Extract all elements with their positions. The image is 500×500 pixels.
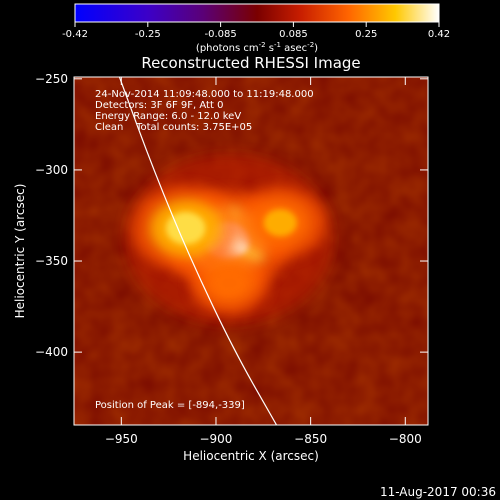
x-tick-label: −900	[199, 432, 232, 446]
render-timestamp: 11-Aug-2017 00:36	[380, 485, 496, 499]
solar-limb-curve	[118, 77, 278, 425]
info-counts: Clean Total counts: 3.75E+05	[95, 122, 252, 133]
y-tick-label: −350	[35, 254, 68, 268]
info-detectors: Detectors: 3F 6F 9F, Att 0	[95, 100, 223, 111]
emission-sources	[125, 153, 334, 325]
colorbar: -0.42 -0.25 -0.085 0.085 0.25 0.42 (photons c…	[62, 3, 450, 54]
colorbar-unit-label: (photons cm-2 s-1 asec-2)	[196, 41, 318, 54]
colorbar-gradient	[74, 3, 440, 23]
x-tick-label: −800	[389, 432, 422, 446]
x-tick-label: −950	[105, 432, 138, 446]
emission-source-core	[263, 209, 298, 237]
x-tick-label: −850	[294, 432, 327, 446]
y-tick-label: −300	[35, 163, 68, 177]
observation-info: 24-Nov-2014 11:09:48.000 to 11:19:48.000…	[95, 89, 314, 133]
chart-title: Reconstructed RHESSI Image	[141, 54, 360, 72]
x-axis-label: Heliocentric X (arcsec)	[183, 449, 319, 463]
plot-frame	[73, 76, 429, 426]
y-axis-label: Heliocentric Y (arcsec)	[13, 184, 27, 319]
colorbar-tick-label: -0.42	[62, 29, 88, 40]
colorbar-tick-label: 0.085	[279, 29, 308, 40]
peak-position-label: Position of Peak = [-894,-339]	[95, 400, 245, 411]
info-energy-range: Energy Range: 6.0 - 12.0 keV	[95, 111, 241, 122]
y-tick-label: −400	[35, 345, 68, 359]
colorbar-tick-label: -0.25	[135, 29, 161, 40]
plot-area: −950 −900 −850 −800 −250 −300 −350 −400	[35, 72, 429, 446]
x-axis-ticks: −950 −900 −850 −800	[105, 77, 422, 446]
colorbar-tick-label: 0.25	[355, 29, 377, 40]
y-tick-label: −250	[35, 72, 68, 86]
emission-source-core	[214, 270, 244, 295]
colorbar-tick-label: -0.085	[204, 29, 236, 40]
y-axis-ticks: −250 −300 −350 −400	[35, 72, 428, 359]
colorbar-ticks: -0.42 -0.25 -0.085 0.085 0.25 0.42	[62, 22, 450, 40]
colorbar-tick-label: 0.42	[428, 29, 450, 40]
info-time-range: 24-Nov-2014 11:09:48.000 to 11:19:48.000	[95, 89, 314, 100]
emission-source-core	[165, 212, 206, 245]
